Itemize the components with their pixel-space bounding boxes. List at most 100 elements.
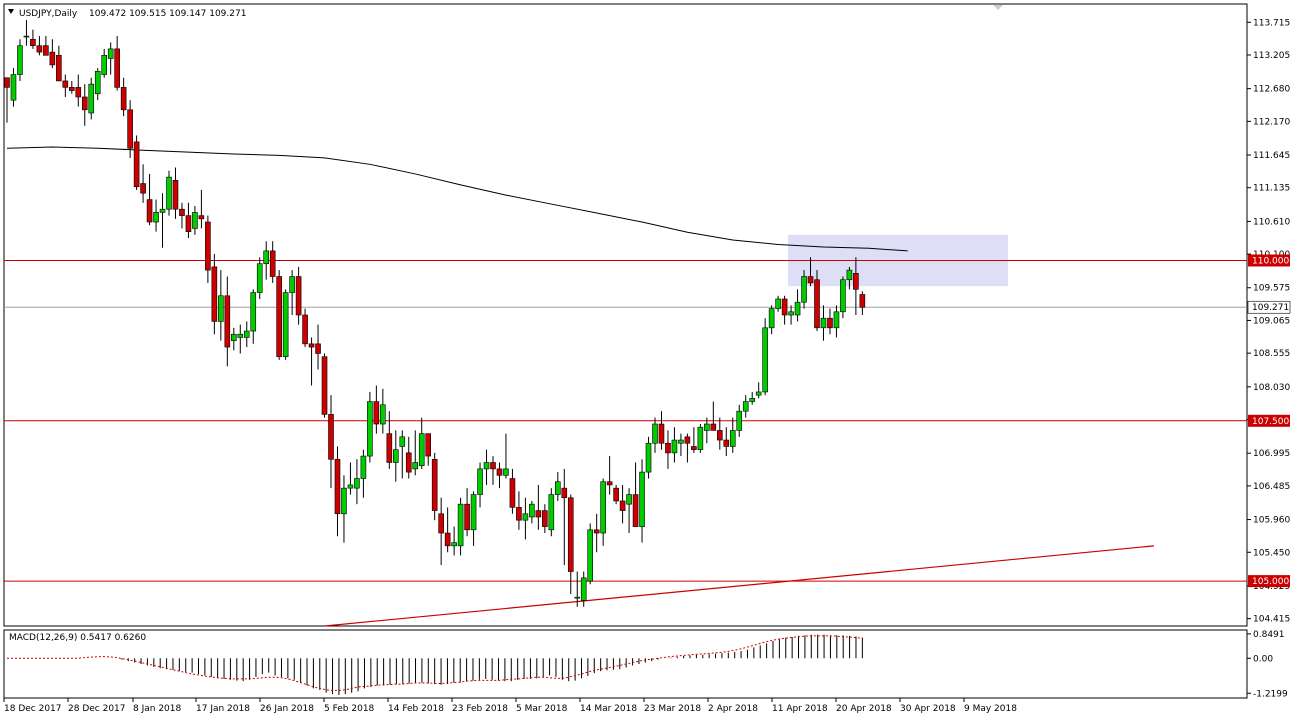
candle-body	[405, 452, 412, 473]
candle	[114, 36, 120, 91]
candle	[697, 424, 704, 453]
candle-body	[211, 266, 218, 322]
candle	[807, 257, 814, 287]
candle	[153, 199, 159, 232]
candle	[431, 452, 438, 521]
candle-body	[490, 462, 496, 470]
candle	[75, 74, 82, 107]
time-tick-label: 28 Dec 2017	[68, 704, 126, 714]
candle	[192, 205, 198, 235]
scroll-marker-icon[interactable]	[993, 5, 1003, 10]
candle	[794, 289, 801, 322]
candle-body	[516, 507, 522, 521]
candle-body	[198, 215, 205, 220]
candle-body	[243, 330, 250, 338]
sma-200-line	[6, 146, 908, 252]
horizontal-levels-layer	[4, 259, 1247, 582]
candle	[94, 68, 101, 101]
candle-body	[470, 494, 477, 531]
candle-body	[554, 481, 561, 495]
candle	[88, 77, 95, 120]
candle-body	[224, 295, 231, 348]
candle-body	[704, 423, 710, 431]
macd-axis: 0.8491 0.00 -1.2199	[1247, 630, 1288, 699]
candle	[159, 193, 166, 248]
candle	[360, 449, 367, 498]
symbol-label: USDJPY,Daily	[19, 9, 78, 19]
dropdown-triangle-icon[interactable]	[8, 9, 14, 14]
candle-body	[75, 87, 82, 98]
candle	[535, 484, 542, 530]
candle-body	[328, 414, 334, 460]
candle	[606, 456, 613, 495]
time-tick-label: 5 Mar 2018	[516, 704, 568, 714]
candle	[250, 289, 257, 344]
candle-body	[205, 221, 211, 271]
candle-body	[853, 273, 859, 290]
candle-body	[81, 96, 88, 111]
candle	[742, 395, 749, 418]
candle-body	[658, 423, 665, 444]
candle-body	[399, 436, 406, 447]
candle-body	[36, 45, 43, 53]
candle	[457, 497, 464, 556]
macd-layer	[7, 634, 863, 695]
time-tick-label: 2 Apr 2018	[708, 704, 758, 714]
candle	[490, 456, 496, 485]
level-tag-1	[1248, 414, 1290, 427]
candle-body	[457, 503, 464, 547]
time-tick-label: 18 Dec 2017	[4, 704, 62, 714]
candle	[639, 459, 645, 543]
candle	[328, 395, 334, 489]
time-tick-label: 14 Feb 2018	[388, 704, 444, 714]
candle-body	[749, 398, 756, 402]
candle-body	[386, 433, 393, 463]
candle-body	[483, 462, 490, 470]
candle	[470, 491, 477, 546]
candle	[438, 497, 444, 566]
candle	[775, 295, 781, 312]
candle	[710, 401, 717, 431]
candle-body	[231, 333, 237, 341]
candle-body	[133, 141, 140, 188]
candle	[211, 254, 218, 335]
candle	[289, 270, 295, 315]
time-tick-label: 17 Jan 2018	[196, 704, 250, 714]
candle	[392, 430, 399, 482]
time-tick-label: 20 Apr 2018	[836, 704, 892, 714]
candle-body	[107, 48, 114, 59]
candle-body	[101, 54, 107, 75]
candle	[542, 504, 548, 534]
candle-body	[859, 294, 866, 308]
candle-body	[392, 449, 399, 463]
candle	[801, 270, 807, 309]
candle	[587, 523, 594, 585]
candle-body	[94, 71, 101, 95]
candle-body	[827, 317, 833, 329]
candle	[691, 427, 697, 453]
candle	[814, 270, 820, 332]
candle-body	[775, 298, 781, 309]
candle	[334, 446, 341, 537]
candle-body	[522, 513, 529, 521]
candle	[652, 417, 658, 453]
time-tick-label: 14 Mar 2018	[580, 704, 637, 714]
candle-body	[580, 577, 587, 601]
candle-body	[166, 176, 172, 210]
candle	[626, 488, 632, 534]
price-tick-label: 113.205	[1253, 51, 1290, 61]
candle	[243, 321, 250, 348]
candle-body	[114, 48, 120, 88]
candle-body	[218, 295, 224, 322]
price-tick-label: 109.065	[1253, 316, 1290, 326]
candle-body	[412, 462, 419, 470]
candle	[593, 513, 600, 553]
candle-body	[373, 401, 380, 425]
candle	[127, 100, 133, 158]
candle	[684, 433, 691, 463]
candle-body	[302, 314, 308, 345]
price-tick-label: 110.610	[1253, 217, 1290, 227]
time-tick-label: 11 Apr 2018	[772, 704, 828, 714]
candle-body	[159, 208, 166, 213]
candle	[704, 417, 710, 444]
